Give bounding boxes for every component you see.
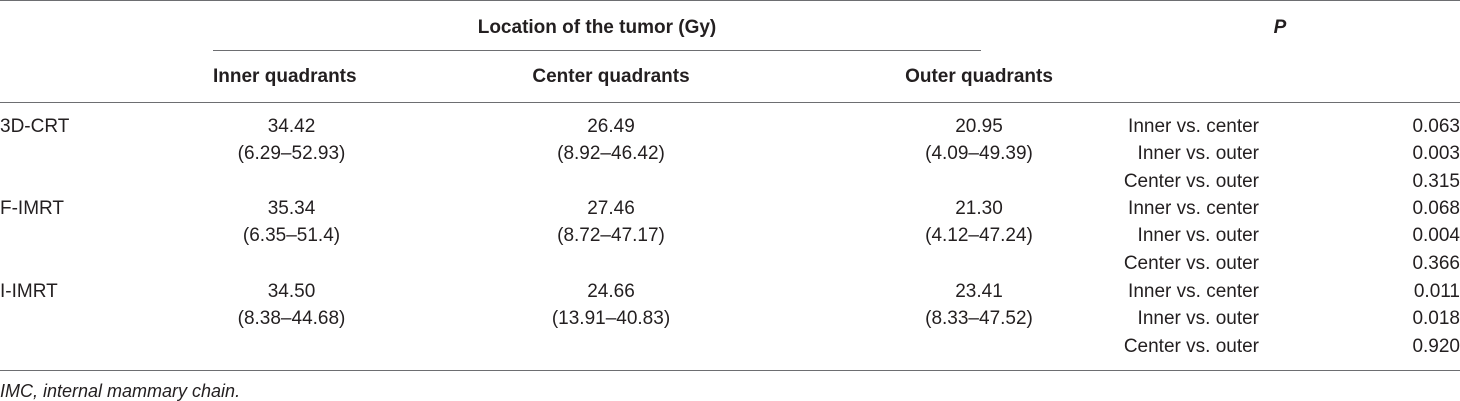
comparison-label: Inner vs. outer bbox=[1137, 143, 1259, 164]
inner-median: 35.34 bbox=[267, 198, 316, 219]
p-value: 0.068 bbox=[1412, 198, 1460, 219]
center-range: (8.72–47.17) bbox=[557, 225, 665, 246]
outer-median: 23.41 bbox=[955, 281, 1003, 302]
center-range: (8.92–46.42) bbox=[557, 143, 665, 164]
column-header-outer: Outer quadrants bbox=[905, 66, 1053, 87]
p-value: 0.004 bbox=[1412, 225, 1460, 246]
center-median: 26.49 bbox=[587, 116, 635, 137]
comparison-label: Inner vs. center bbox=[1128, 116, 1259, 137]
outer-median: 21.30 bbox=[955, 198, 1003, 219]
inner-range: (8.38–44.68) bbox=[237, 308, 346, 329]
table-top-rule bbox=[0, 0, 1460, 1]
group-header: Location of the tumor (Gy) bbox=[477, 17, 717, 38]
comparison-label: Inner vs. outer bbox=[1137, 225, 1259, 246]
comparison-label: Inner vs. outer bbox=[1137, 308, 1259, 329]
comparison-label: Center vs. outer bbox=[1123, 171, 1259, 192]
comparison-label: Center vs. outer bbox=[1123, 336, 1259, 357]
p-value: 0.018 bbox=[1412, 308, 1460, 329]
center-median: 24.66 bbox=[587, 281, 635, 302]
center-median: 27.46 bbox=[587, 198, 635, 219]
comparison-label: Inner vs. center bbox=[1128, 281, 1259, 302]
table-bottom-rule bbox=[0, 370, 1460, 371]
inner-median: 34.50 bbox=[267, 281, 316, 302]
row-label-fimrt: F-IMRT bbox=[0, 198, 65, 219]
row-label-3dcrt: 3D-CRT bbox=[0, 116, 70, 137]
row-label-iimrt: I-IMRT bbox=[0, 281, 58, 302]
p-value: 0.063 bbox=[1412, 116, 1460, 137]
outer-range: (4.12–47.24) bbox=[925, 225, 1033, 246]
table-footnote: IMC, internal mammary chain. bbox=[0, 381, 241, 401]
center-range: (13.91–40.83) bbox=[551, 308, 671, 329]
outer-median: 20.95 bbox=[955, 116, 1003, 137]
p-value: 0.366 bbox=[1412, 253, 1460, 274]
p-value: 0.003 bbox=[1412, 143, 1460, 164]
inner-range: (6.35–51.4) bbox=[242, 225, 341, 246]
p-value-header: P bbox=[1273, 17, 1287, 38]
column-header-center: Center quadrants bbox=[532, 66, 690, 87]
column-header-inner: Inner quadrants bbox=[213, 66, 357, 87]
comparison-label: Center vs. outer bbox=[1123, 253, 1259, 274]
inner-range: (6.29–52.93) bbox=[237, 143, 346, 164]
inner-median: 34.42 bbox=[267, 116, 316, 137]
outer-range: (8.33–47.52) bbox=[925, 308, 1033, 329]
p-value: 0.011 bbox=[1413, 281, 1460, 302]
p-value: 0.920 bbox=[1412, 336, 1460, 357]
outer-range: (4.09–49.39) bbox=[925, 143, 1033, 164]
p-value: 0.315 bbox=[1412, 171, 1460, 192]
group-header-rule bbox=[213, 50, 981, 51]
header-bottom-rule bbox=[0, 102, 1460, 103]
comparison-label: Inner vs. center bbox=[1128, 198, 1259, 219]
